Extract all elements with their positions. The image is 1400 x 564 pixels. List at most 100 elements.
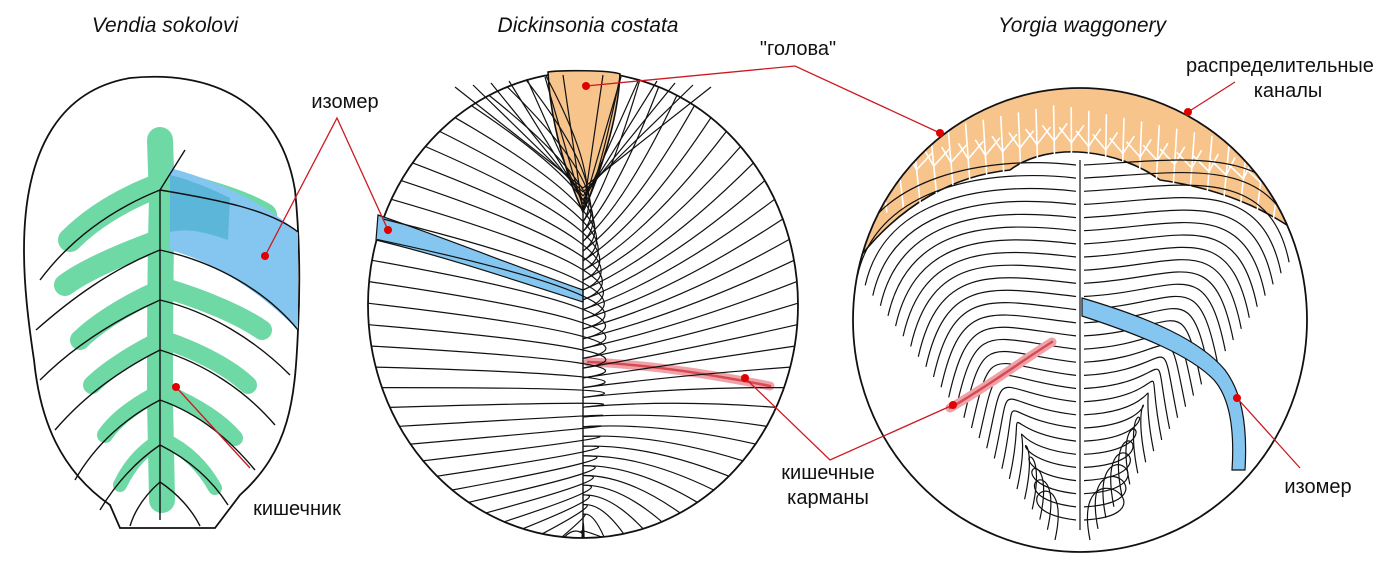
vendia-figure — [23, 75, 301, 529]
yorgia-canal-branch — [1226, 162, 1245, 180]
dot-pocket-dickinsonia — [741, 374, 749, 382]
yorgia-canal-branch — [1025, 128, 1038, 146]
vendia-segment-right — [159, 189, 299, 233]
title-yorgia: Yorgia waggonery — [998, 14, 1168, 37]
yorgia-segment-left — [1016, 433, 1077, 490]
dickinsonia-segment — [582, 80, 641, 223]
yorgia-canal-branch — [941, 146, 952, 164]
pointer-isomer-vendia — [264, 116, 389, 257]
dickinsonia-segment — [582, 386, 785, 398]
yorgia-segment-left — [1036, 490, 1077, 541]
yorgia-segment-left — [925, 289, 1077, 368]
title-vendia: Vendia sokolovi — [92, 14, 240, 37]
dickinsonia-segment — [545, 75, 588, 213]
label-distributive-2: каналы — [1254, 80, 1323, 102]
dot-head-dickinsonia — [582, 82, 590, 90]
dickinsonia-segment — [563, 530, 584, 538]
dickinsonia-segment — [582, 484, 663, 523]
yorgia-canal-branch — [1142, 144, 1159, 162]
yorgia-canal-branch — [958, 143, 969, 160]
dot-isomer-dickinsonia — [384, 226, 392, 234]
yorgia-segment-right — [1083, 184, 1290, 263]
vendia-segment-right — [159, 444, 229, 506]
dickinsonia-segment — [582, 402, 777, 408]
vendia-segment-right — [159, 349, 276, 426]
yorgia-segment-left — [857, 174, 1077, 276]
dickinsonia-segment — [375, 366, 606, 389]
yorgia-canal-branch — [1019, 130, 1034, 149]
dickinsonia-segment — [368, 324, 607, 369]
yorgia-canal-branch — [933, 148, 950, 167]
dickinsonia-segment — [582, 494, 644, 530]
yorgia-canal-branch — [1070, 124, 1085, 144]
yorgia-canal-branch — [1210, 159, 1227, 176]
yorgia-segment-left — [948, 326, 1077, 398]
vendia-segment-right — [159, 481, 201, 527]
vendia-segment-right — [159, 399, 256, 471]
yorgia-canal-branch — [1092, 134, 1107, 151]
dot-distributive — [1184, 108, 1192, 116]
yorgia-segment-left — [864, 187, 1077, 286]
pointer-head — [585, 65, 941, 134]
dickinsonia-segment — [582, 345, 795, 379]
yorgia-segment-right — [1083, 487, 1125, 541]
yorgia-canal-branch — [1075, 130, 1090, 148]
dickinsonia-segment — [582, 435, 744, 462]
vendia-gut-branch — [113, 433, 167, 492]
vendia-gut-branch — [83, 331, 169, 394]
yorgia-canal-branch — [1053, 123, 1068, 142]
yorgia-segment-right — [1083, 356, 1179, 418]
yorgia-body-outline — [852, 87, 1308, 553]
yorgia-segment-right — [1083, 283, 1226, 352]
dickinsonia-segment — [582, 513, 605, 538]
yorgia-canal-branch — [1001, 133, 1018, 153]
yorgia-segment-left — [895, 239, 1077, 327]
vendia-segment-left — [129, 481, 161, 527]
vendia-segment-left — [35, 249, 161, 331]
pointer-gut-pockets — [744, 377, 954, 461]
pointer-dots — [172, 82, 1241, 409]
label-gut-pockets-1: кишечные — [781, 462, 874, 484]
yorgia-canal-branch — [1193, 155, 1210, 173]
dickinsonia-segment — [582, 238, 790, 330]
yorgia-segment-left — [910, 264, 1077, 347]
yorgia-canal-branch — [967, 141, 984, 160]
yorgia-segment-right — [1083, 246, 1250, 318]
dot-isomer-yorgia — [1233, 394, 1241, 402]
vendia-isomer-overlap — [170, 175, 230, 240]
yorgia-segment-left — [917, 277, 1077, 357]
dickinsonia-segment — [381, 386, 605, 398]
yorgia-segment-left — [986, 386, 1077, 449]
yorgia-canal-branch — [874, 161, 883, 178]
dickinsonia-segment — [383, 218, 605, 320]
yorgia-segment-left — [940, 314, 1077, 388]
yorgia-canal-branch — [864, 162, 883, 182]
dickinsonia-segment — [391, 198, 604, 311]
yorgia-canal-branch — [984, 137, 1001, 157]
dickinsonia-segment — [582, 425, 756, 445]
yorgia-isomer — [1081, 297, 1247, 471]
vendia-segment-left — [39, 189, 161, 281]
yorgia-segment-lines — [853, 159, 1306, 541]
dickinsonia-figure — [367, 69, 799, 539]
yorgia-canal-branch — [1058, 126, 1073, 144]
vendia-gut-branch — [97, 384, 168, 443]
dickinsonia-fan — [454, 86, 584, 189]
vendia-segment-lines — [35, 149, 299, 527]
dickinsonia-segment — [371, 259, 606, 340]
yorgia-canal-branch — [1042, 125, 1055, 142]
dickinsonia-segment — [582, 324, 798, 369]
yorgia-canal — [1289, 153, 1301, 226]
yorgia-segment-right — [1083, 221, 1266, 296]
dickinsonia-head — [547, 69, 621, 214]
yorgia-segment-left — [902, 251, 1077, 337]
yorgia-segment-left — [872, 200, 1077, 296]
vendia-segment-left — [39, 299, 161, 381]
yorgia-canal-branch — [1277, 168, 1286, 187]
dickinsonia-fan — [582, 86, 712, 189]
dickinsonia-segment — [582, 445, 730, 477]
dickinsonia-segment — [582, 281, 798, 350]
label-isomer-vendia: изомер — [311, 91, 378, 113]
vendia-gut-branch — [155, 278, 272, 340]
